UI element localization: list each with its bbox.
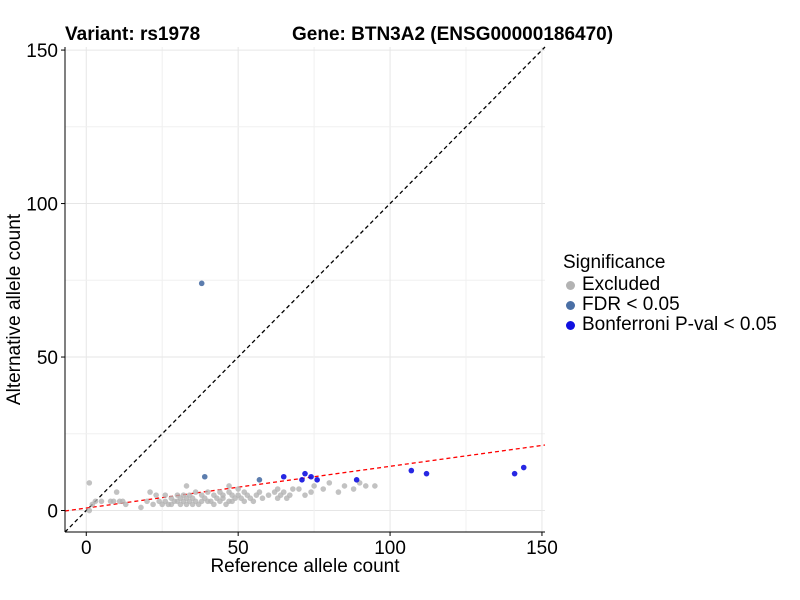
x-tick-label: 0 — [81, 538, 92, 559]
point-excluded — [250, 498, 257, 505]
point-excluded — [311, 483, 317, 489]
point-excluded — [280, 489, 287, 495]
reference-lines — [64, 46, 546, 533]
point-excluded — [192, 489, 199, 495]
grid — [65, 47, 545, 532]
point-bonferroni — [520, 464, 527, 471]
x-tick-label: 150 — [526, 538, 558, 559]
point-excluded — [138, 504, 144, 511]
point-excluded — [220, 492, 226, 498]
point-excluded — [256, 489, 263, 495]
legend-marker-bonferroni — [566, 320, 575, 330]
point-excluded — [308, 489, 314, 495]
point-excluded — [326, 480, 333, 486]
point-bonferroni — [314, 477, 320, 483]
point-bonferroni — [511, 470, 518, 477]
point-excluded — [113, 489, 120, 495]
chart-title-gene: Gene: BTN3A2 (ENSG00000186470) — [292, 24, 614, 45]
point-excluded — [150, 501, 156, 508]
y-tick-label: 50 — [37, 348, 58, 369]
reference-line-regression — [64, 444, 546, 512]
point-excluded — [92, 498, 99, 505]
point-bonferroni — [299, 477, 305, 483]
legend-marker-excluded — [566, 280, 575, 290]
point-excluded — [372, 483, 378, 489]
point-excluded — [144, 498, 150, 505]
point-excluded — [183, 483, 190, 489]
point-excluded — [211, 501, 217, 508]
point-excluded — [226, 483, 232, 489]
point-excluded — [290, 486, 296, 492]
point-bonferroni — [408, 467, 415, 474]
legend-marker-fdr — [566, 300, 575, 310]
point-excluded — [302, 492, 308, 498]
point-excluded — [296, 486, 302, 492]
y-axis-label: Alternative allele count — [4, 213, 25, 405]
legend-item-bonferroni: Bonferroni P-val < 0.05 — [563, 314, 777, 335]
point-excluded — [153, 492, 159, 498]
legend-item-excluded: Excluded — [563, 274, 777, 295]
point-excluded — [341, 483, 348, 489]
chart-title-variant: Variant: rs1978 — [65, 24, 201, 45]
legend-title: Significance — [563, 252, 666, 273]
data-points — [86, 280, 527, 514]
point-bonferroni — [302, 470, 308, 477]
point-excluded — [147, 489, 153, 495]
point-excluded — [320, 486, 327, 492]
point-excluded — [335, 489, 342, 495]
point-excluded — [287, 492, 293, 498]
point-excluded — [122, 501, 129, 508]
reference-line-identity — [64, 46, 546, 533]
point-excluded — [274, 486, 281, 492]
x-tick-label: 100 — [374, 538, 406, 559]
y-tick-label: 100 — [26, 195, 58, 216]
point-excluded — [362, 483, 369, 489]
point-bonferroni — [280, 473, 287, 480]
point-excluded — [259, 495, 266, 502]
point-bonferroni — [353, 477, 360, 483]
point-excluded — [86, 480, 93, 486]
legend-label-bonferroni: Bonferroni P-val < 0.05 — [582, 314, 777, 335]
point-excluded — [265, 492, 272, 498]
y-tick-label: 0 — [47, 502, 58, 523]
point-excluded — [204, 489, 211, 495]
legend: Significance Excluded FDR < 0.05 Bonferr… — [563, 252, 777, 335]
axes: 0 50 100 150 0 50 100 150 Reference allele count… — [4, 41, 558, 577]
x-tick-label: 50 — [228, 538, 249, 559]
y-tick-label: 150 — [26, 41, 58, 62]
legend-label-excluded: Excluded — [582, 274, 661, 295]
point-excluded — [350, 486, 357, 492]
point-bonferroni — [423, 470, 430, 477]
point-excluded — [235, 486, 241, 492]
point-excluded — [110, 498, 117, 505]
point-excluded — [98, 498, 105, 505]
legend-label-fdr: FDR < 0.05 — [582, 294, 680, 315]
point-excluded — [86, 507, 93, 514]
point-fdr — [198, 280, 205, 287]
point-fdr — [256, 477, 263, 483]
legend-item-fdr: FDR < 0.05 — [563, 294, 777, 315]
point-excluded — [241, 498, 248, 505]
point-bonferroni — [308, 473, 314, 480]
point-excluded — [162, 492, 169, 498]
point-fdr — [201, 473, 208, 480]
x-axis-label: Reference allele count — [210, 556, 400, 577]
